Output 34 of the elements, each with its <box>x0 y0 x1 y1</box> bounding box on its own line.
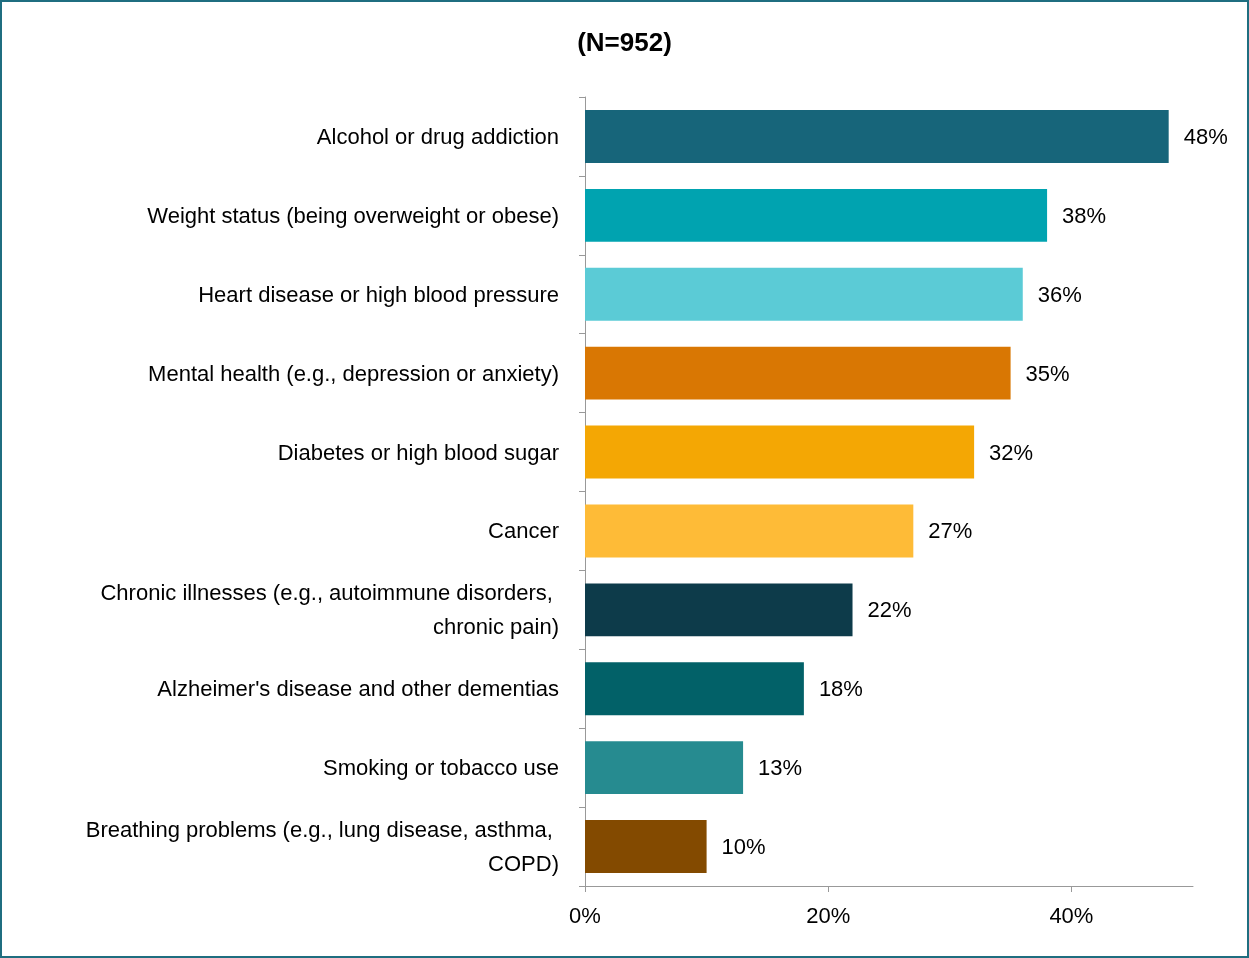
x-tick-label: 0% <box>569 902 601 928</box>
data-label: 48% <box>1183 123 1228 149</box>
y-tick-label: Heart disease or high blood pressure <box>198 281 559 307</box>
bar <box>585 188 1048 242</box>
bar <box>585 583 853 637</box>
data-label: 27% <box>928 518 973 544</box>
x-tick-label: 20% <box>806 902 851 928</box>
y-tick-label: Smoking or tobacco use <box>322 755 559 781</box>
bar <box>585 346 1011 400</box>
data-label: 32% <box>989 439 1034 465</box>
y-tick-label: Chronic illnesses (e.g., autoimmune disorders, chronic pain) <box>100 580 559 640</box>
bar <box>585 504 914 558</box>
bar <box>585 110 1169 163</box>
bar <box>585 741 744 795</box>
data-label: 36% <box>1037 281 1082 307</box>
y-tick-label: Alzheimer's disease and other dementias <box>157 676 559 702</box>
y-tick-label: Cancer <box>488 518 559 544</box>
data-label: 18% <box>818 676 863 702</box>
data-label: 35% <box>1025 360 1070 386</box>
data-label: 13% <box>758 755 803 781</box>
y-tick-label: Diabetes or high blood sugar <box>277 439 559 465</box>
bar <box>585 662 804 716</box>
y-tick-label: Weight status (being overweight or obese) <box>147 202 559 228</box>
bar <box>585 425 975 479</box>
data-label: 22% <box>867 597 912 623</box>
chart-title: (N=952) <box>577 27 672 57</box>
data-label: 10% <box>721 834 766 860</box>
bar <box>585 267 1023 321</box>
y-tick-label: Mental health (e.g., depression or anxiety) <box>148 360 559 386</box>
y-tick-label: Alcohol or drug addiction <box>316 123 559 149</box>
x-tick-label: 40% <box>1049 902 1094 928</box>
y-tick-label: Breathing problems (e.g., lung disease, asthma, COPD) <box>85 817 559 877</box>
data-label: 38% <box>1062 202 1107 228</box>
bar <box>585 820 707 873</box>
